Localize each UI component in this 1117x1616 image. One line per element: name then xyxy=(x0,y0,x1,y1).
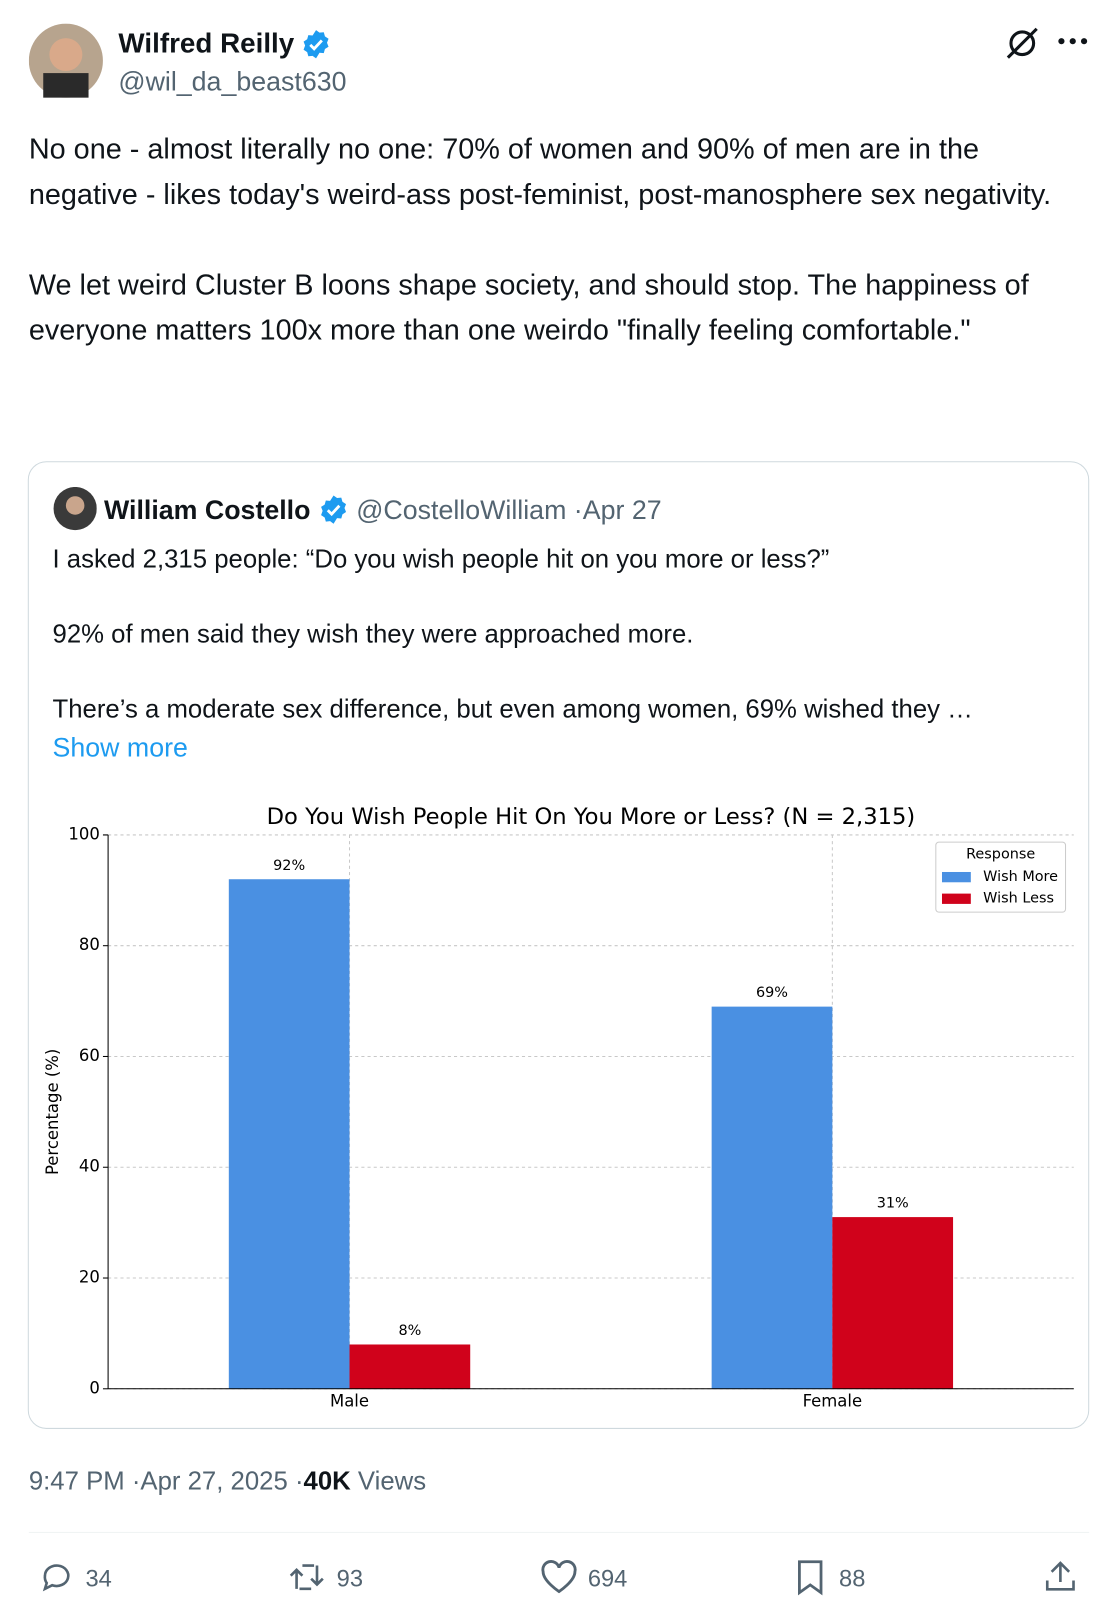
bar xyxy=(832,1217,954,1389)
y-tick-label: 80 xyxy=(79,935,100,954)
paragraph: We let weird Cluster B loons shape socie… xyxy=(28,268,1029,346)
y-tick-label: 100 xyxy=(68,824,99,843)
divider xyxy=(28,1531,1090,1533)
repost-icon[interactable] xyxy=(286,1560,327,1595)
reply-icon[interactable] xyxy=(38,1560,75,1595)
time: 9:47 PM xyxy=(28,1467,125,1496)
quote-header: William Costello @CostelloWilliamApr 27 xyxy=(104,494,662,526)
avatar[interactable] xyxy=(28,23,103,98)
x-tick-label: Male xyxy=(330,1392,369,1411)
paragraph: No one - almost literally no one: 70% of… xyxy=(28,132,1052,211)
quote-avatar[interactable] xyxy=(53,486,97,531)
legend-swatch xyxy=(941,893,971,904)
bar xyxy=(711,1006,833,1389)
share-icon[interactable] xyxy=(1043,1558,1078,1595)
bookmark-icon[interactable] xyxy=(795,1559,826,1596)
y-tick-label: 40 xyxy=(79,1157,100,1176)
verified-badge xyxy=(303,30,329,59)
more-icon[interactable] xyxy=(1057,35,1088,47)
grok-icon[interactable] xyxy=(1004,27,1041,60)
author-name[interactable]: Wilfred Reilly xyxy=(118,27,295,59)
chart-title: Do You Wish People Hit On You More or Le… xyxy=(267,804,916,830)
bar xyxy=(349,1344,471,1389)
legend-label: Wish More xyxy=(983,869,1058,885)
author-handle[interactable]: @wil_da_beast630 xyxy=(118,65,347,97)
repost-count: 93 xyxy=(336,1564,363,1592)
chart: Do You Wish People Hit On You More or Le… xyxy=(43,804,1074,1411)
y-tick-label: 60 xyxy=(79,1046,100,1065)
legend-label: Wish Less xyxy=(983,891,1054,907)
show-more[interactable]: Show more xyxy=(52,731,188,763)
tweet-text: No one - almost literally no one: 70% of… xyxy=(29,127,1095,399)
verified-badge xyxy=(320,495,346,524)
quote-text: I asked 2,315 people: “Do you wish peopl… xyxy=(53,540,1072,765)
value-label: 8% xyxy=(398,1323,421,1339)
value-label: 31% xyxy=(877,1196,909,1212)
views-count: 40K xyxy=(303,1467,351,1496)
views-label: Views xyxy=(357,1467,427,1496)
quote-card[interactable] xyxy=(27,461,1090,1429)
date[interactable]: Apr 27, 2025 xyxy=(125,1467,288,1496)
y-axis-label: Percentage (%) xyxy=(43,1049,62,1175)
tweet-meta: 9:47 PMApr 27, 2025 40K Views xyxy=(29,1467,426,1497)
reply-count: 34 xyxy=(85,1564,112,1592)
bar xyxy=(228,879,350,1389)
quote-name[interactable]: William Costello xyxy=(103,494,311,526)
x-tick-label: Female xyxy=(803,1392,863,1411)
paragraph: 92% of men said they wish they were appr… xyxy=(52,619,694,649)
legend-swatch xyxy=(941,871,971,883)
paragraph: There’s a moderate sex difference, but e… xyxy=(52,694,973,724)
value-label: 69% xyxy=(756,985,788,1001)
y-tick-label: 20 xyxy=(79,1268,100,1287)
quote-handle: @CostelloWilliam xyxy=(356,494,567,526)
legend-title: Response xyxy=(966,846,1035,862)
value-label: 92% xyxy=(273,858,305,874)
like-icon[interactable] xyxy=(539,1560,578,1595)
quote-date: Apr 27 xyxy=(566,494,661,525)
paragraph: I asked 2,315 people: “Do you wish peopl… xyxy=(52,544,830,574)
bookmark-count: 88 xyxy=(839,1564,866,1592)
y-tick-label: 0 xyxy=(89,1378,99,1397)
like-count: 694 xyxy=(587,1564,628,1592)
